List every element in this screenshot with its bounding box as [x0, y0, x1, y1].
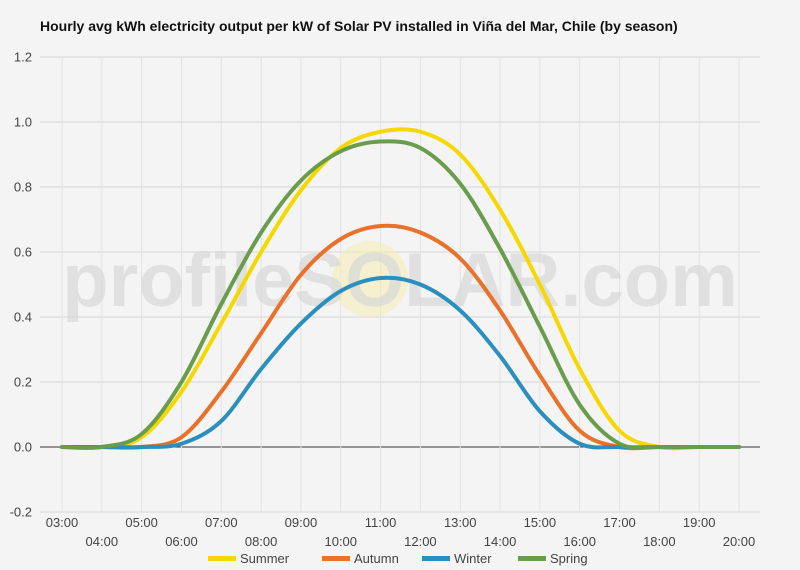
y-tick-label: 0.4: [14, 310, 32, 325]
legend: Summer Autumn Winter Spring: [208, 551, 588, 566]
x-tick-label: 20:00: [723, 534, 756, 549]
legend-swatch: [322, 556, 350, 561]
x-tick-label: 19:00: [683, 515, 716, 530]
y-tick-label: -0.2: [10, 505, 32, 520]
x-tick-label: 04:00: [86, 534, 119, 549]
legend-label: Winter: [454, 551, 492, 566]
legend-item-summer: Summer: [208, 551, 290, 566]
x-tick-label: 17:00: [603, 515, 636, 530]
y-tick-label: 0.8: [14, 180, 32, 195]
axis-labels: -0.2 0.0 0.2 0.4 0.6 0.8 1.0 1.2 03:00 04:00 05:00…: [10, 50, 756, 550]
legend-label: Autumn: [354, 551, 399, 566]
legend-swatch: [208, 556, 236, 561]
x-tick-label: 05:00: [125, 515, 158, 530]
y-tick-label: 0.0: [14, 440, 32, 455]
x-tick-label: 14:00: [484, 534, 517, 549]
y-tick-label: 1.2: [14, 50, 32, 65]
series-lines: [60, 127, 741, 451]
x-tick-label: 06:00: [165, 534, 198, 549]
x-tick-label: 08:00: [245, 534, 278, 549]
legend-label: Spring: [550, 551, 588, 566]
legend-item-winter: Winter: [422, 551, 492, 566]
series-line-summer: [60, 127, 741, 451]
legend-swatch: [422, 556, 450, 561]
x-tick-label: 09:00: [285, 515, 318, 530]
legend-item-spring: Spring: [518, 551, 588, 566]
x-tick-label: 03:00: [46, 515, 79, 530]
x-tick-label: 12:00: [404, 534, 437, 549]
y-tick-label: 0.2: [14, 375, 32, 390]
x-tick-label: 13:00: [444, 515, 477, 530]
x-tick-label: 10:00: [324, 534, 357, 549]
y-tick-label: 1.0: [14, 115, 32, 130]
x-tick-label: 11:00: [365, 515, 397, 530]
x-tick-label: 15:00: [524, 515, 557, 530]
legend-swatch: [518, 556, 546, 561]
series-line-winter: [60, 275, 741, 450]
legend-label: Summer: [240, 551, 290, 566]
x-tick-label: 16:00: [563, 534, 596, 549]
y-tick-label: 0.6: [14, 245, 32, 260]
chart-title: Hourly avg kWh electricity output per kW…: [40, 18, 678, 34]
x-tick-label: 18:00: [643, 534, 676, 549]
legend-item-autumn: Autumn: [322, 551, 399, 566]
x-tick-label: 07:00: [205, 515, 238, 530]
series-line-spring: [60, 139, 741, 450]
